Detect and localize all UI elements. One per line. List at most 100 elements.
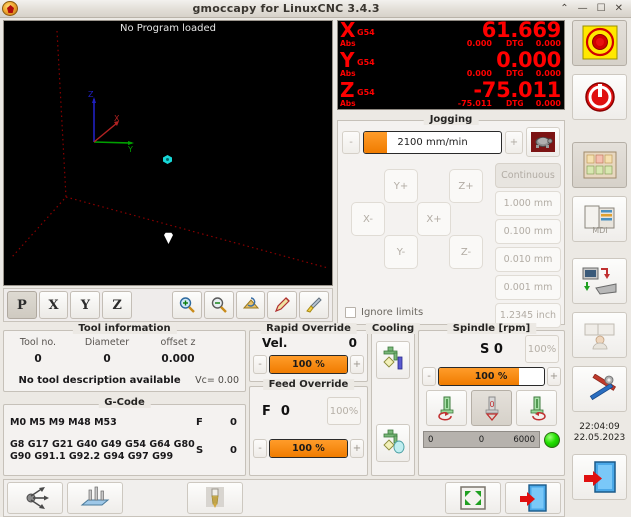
dro-x-dtg-value: 0.000 [535,39,561,48]
speed-value: 0 [230,445,237,456]
minimize-button[interactable]: — [577,2,588,14]
jog-increment-0_001mm-label: 0.001 mm [503,282,553,293]
manual-mode-button[interactable] [572,142,627,188]
jog-increment-1mm[interactable]: 1.000 mm [495,191,561,216]
shade-button[interactable]: ⌃ [560,2,569,14]
estop-button[interactable] [572,20,627,66]
spindle-override-decrease-button[interactable]: - [422,367,436,386]
view-z-button[interactable]: Z [102,291,132,319]
jog-rate-toggle-button[interactable] [526,127,560,157]
close-button[interactable]: ✕ [614,2,623,14]
jog-speed-slider[interactable]: 2100 mm/min [363,130,502,154]
clear-plot-button[interactable] [299,291,329,319]
clock-time: 22:04:09 [579,422,620,432]
rapid-override-decrease-button[interactable]: - [253,355,267,374]
tool-information-legend: Tool information [72,323,177,334]
spindle-clockwise-icon [530,396,546,421]
rotate-view-button[interactable] [235,291,266,319]
dro-z-letter: Z [340,78,355,102]
spindle-override-slider[interactable]: 100 % [438,367,545,386]
tool-info-grid: Tool no. 0 Diameter 0 offset z 0.000 [4,331,245,365]
jog-x-plus-button[interactable]: X+ [417,202,451,236]
dro-z-abs-value: -75.011 [457,99,492,108]
origin-marker-icon [163,155,172,164]
jog-speed-increase-button[interactable]: + [505,130,523,154]
spindle-stop-button[interactable]: 0 [471,390,512,426]
flood-coolant-button[interactable] [376,341,410,379]
touch-off-button[interactable] [67,482,123,514]
dro-axis-x[interactable]: X G54 61.669 Abs 0.000 DTG 0.000 [338,21,564,51]
rotate-view-icon [242,297,259,309]
mdi-mode-button[interactable]: MDI [572,196,627,242]
jog-increment-0_001mm[interactable]: 0.001 mm [495,275,561,300]
rapid-override-slider-row: - 100 % + [250,355,367,374]
jog-increment-0_01mm[interactable]: 0.010 mm [495,247,561,272]
settings-button[interactable] [572,366,627,412]
spindle-legend: Spindle [rpm] [446,323,537,334]
view-y-button[interactable]: Y [70,291,101,319]
rapid-override-increase-button[interactable]: + [350,355,364,374]
user-page-icon [584,323,614,350]
rapid-override-fill [270,356,347,373]
machine-power-button[interactable] [572,74,627,120]
preview-canvas[interactable]: Z Y X [4,21,332,285]
auto-mode-button[interactable] [572,258,627,304]
ignore-limits-row[interactable]: Ignore limits [345,307,423,318]
jog-increment-0_1mm[interactable]: 0.100 mm [495,219,561,244]
spindle-rpm-row: 0 0 6000 [419,426,564,448]
jog-increment-continuous-label: Continuous [501,170,555,181]
maximize-button[interactable]: ☐ [596,2,606,14]
zoom-out-button[interactable] [204,291,234,319]
rapid-override-slider[interactable]: 100 % [269,355,348,374]
active-g-codes-line2: G90 G91.1 G92.2 G94 G97 G99 [10,451,174,462]
jog-y-minus-button[interactable]: Y- [384,235,418,269]
feed-value: 0 [230,417,237,428]
dro-z-dtg-label: DTG [506,99,524,108]
dro-y-letter: Y [340,48,355,72]
feed-override-decrease-button[interactable]: - [253,439,267,458]
view-x-button[interactable]: X [38,291,69,319]
feed-override-increase-button[interactable]: + [350,439,364,458]
linuxcnc-logo-icon [2,1,18,16]
exit-button[interactable] [572,454,627,500]
spindle-cw-button[interactable] [516,390,557,426]
spindle-percent-box[interactable]: 100% [525,335,559,363]
jog-z-plus-button[interactable]: Z+ [449,169,483,203]
velocity-label: Vel. [262,336,288,350]
flood-valve-icon [383,346,403,370]
quit-button[interactable] [505,482,561,514]
jog-speed-decrease-button[interactable]: - [342,130,360,154]
jog-increment-continuous[interactable]: Continuous [495,163,561,188]
ignore-limits-checkbox[interactable] [345,307,356,318]
exit-door-icon [583,461,616,493]
active-m-codes: M0 M5 M9 M48 M53 [10,417,117,428]
svg-text:Y: Y [127,145,133,154]
dro-axis-z[interactable]: Z G54 -75.011 Abs -75.011 DTG 0.000 [338,78,564,109]
home-axes-icon [26,487,49,509]
spindle-ccw-button[interactable] [426,390,467,426]
spindle-button-row: 0 [419,386,564,426]
fullscreen-button[interactable] [445,482,501,514]
jog-x-minus-button[interactable]: X- [351,202,385,236]
homing-button[interactable] [7,482,63,514]
rapid-override-panel: Rapid Override Vel. 0 - 100 % + [249,323,368,382]
mist-coolant-button[interactable] [376,424,410,462]
gcode-preview[interactable]: Z Y X No Program loaded [3,20,333,286]
tool-button[interactable] [187,482,243,514]
tool-change-icon [206,487,224,508]
mist-valve-icon [383,429,405,454]
turtle-icon [531,132,555,152]
offset-z-column: offset z 0.000 [142,337,214,365]
spindle-override-increase-button[interactable]: + [547,367,561,386]
user-tabs-button[interactable] [572,312,627,358]
edit-program-button[interactable] [267,291,298,319]
feed-override-percent-box[interactable]: 100% [327,397,361,425]
zoom-in-button[interactable] [172,291,203,319]
view-p-button[interactable]: P [7,291,37,319]
dro-x-letter: X [340,20,356,42]
jog-y-plus-button[interactable]: Y+ [384,169,418,203]
jog-z-minus-button[interactable]: Z- [449,235,483,269]
dro-axis-y[interactable]: Y G54 0.000 Abs 0.000 DTG 0.000 [338,48,564,81]
feed-override-slider[interactable]: 100 % [269,439,348,458]
dro-display[interactable]: X G54 61.669 Abs 0.000 DTG 0.000 Y G54 0… [337,20,565,110]
